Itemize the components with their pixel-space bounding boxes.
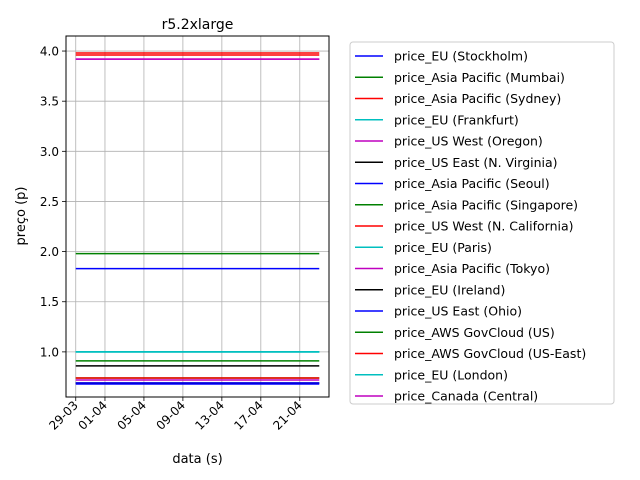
legend-label: price_EU (Stockholm) <box>394 49 528 64</box>
y-tick-label: 4.0 <box>40 45 59 59</box>
y-tick-label: 1.5 <box>40 295 59 309</box>
legend-label: price_Asia Pacific (Singapore) <box>394 197 578 212</box>
plot-frame <box>65 35 330 398</box>
legend-frame <box>349 41 615 405</box>
legend: price_EU (Stockholm) price_Asia Pacific (… <box>349 41 615 405</box>
legend-label: price_US West (Oregon) <box>394 134 543 149</box>
legend-label: price_EU (Frankfurt) <box>394 112 519 127</box>
y-tick-label: 1.0 <box>40 345 59 359</box>
legend-label: price_Asia Pacific (Tokyo) <box>394 261 550 276</box>
y-tick-label: 3.0 <box>40 145 59 159</box>
legend-label: price_AWS GovCloud (US) <box>394 325 555 340</box>
legend-label: price_EU (Paris) <box>394 240 492 255</box>
grid <box>66 36 329 397</box>
legend-label: price_Asia Pacific (Sydney) <box>394 91 561 106</box>
y-axis-label: preço (p) <box>14 187 29 246</box>
legend-items: price_EU (Stockholm) price_Asia Pacific (… <box>355 49 586 404</box>
legend-label: price_US East (Ohio) <box>394 304 522 319</box>
legend-label: price_AWS GovCloud (US-East) <box>394 346 586 361</box>
legend-label: price_EU (London) <box>394 367 508 382</box>
y-axis: 1.0 1.5 2.0 2.5 3.0 3.5 4.0 <box>40 45 66 359</box>
legend-label: price_Asia Pacific (Seoul) <box>394 176 550 191</box>
chart-title: r5.2xlarge <box>162 17 234 33</box>
x-axis-label: data (s) <box>172 452 222 467</box>
legend-label: price_Asia Pacific (Mumbai) <box>394 70 565 85</box>
y-tick-label: 3.5 <box>40 95 59 109</box>
y-tick-label: 2.5 <box>40 195 59 209</box>
legend-label: price_Canada (Central) <box>394 389 538 404</box>
legend-label: price_EU (Ireland) <box>394 282 505 297</box>
legend-label: price_US East (N. Virginia) <box>394 155 558 170</box>
legend-label: price_US West (N. California) <box>394 219 574 234</box>
series-lines <box>75 52 320 385</box>
y-tick-label: 2.0 <box>40 245 59 259</box>
